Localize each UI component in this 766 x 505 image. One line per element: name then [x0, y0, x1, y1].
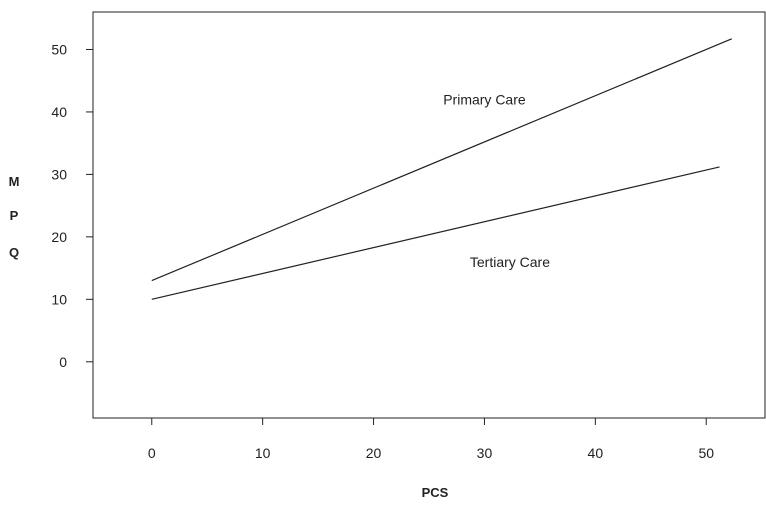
- y-axis-label-letter-m: M: [9, 174, 20, 189]
- series-lines: [151, 38, 732, 300]
- series-line-tertiary-care: [151, 166, 720, 300]
- y-axis-label-letter-p: P: [10, 208, 19, 223]
- annotations: Primary Care Tertiary Care: [443, 91, 550, 269]
- annotation-tertiary-care: Tertiary Care: [470, 254, 550, 270]
- series-line-primary-care: [151, 38, 732, 282]
- x-tick-label: 0: [148, 445, 156, 461]
- y-tick-label: 30: [51, 166, 67, 182]
- x-axis-label: PCS: [422, 485, 449, 500]
- y-tick-label: 50: [51, 41, 67, 57]
- y-tick-label: 10: [51, 291, 67, 307]
- x-axis-ticks: 0 10 20 30 40 50: [148, 418, 714, 461]
- y-axis-ticks: 0 10 20 30 40 50: [51, 41, 93, 370]
- y-tick-label: 20: [51, 229, 67, 245]
- annotation-primary-care: Primary Care: [443, 91, 526, 107]
- y-axis-label-letter-q: Q: [9, 245, 19, 260]
- plot-frame: [92, 11, 766, 419]
- x-tick-label: 40: [588, 445, 604, 461]
- x-tick-label: 10: [255, 445, 271, 461]
- x-tick-label: 20: [366, 445, 382, 461]
- y-tick-label: 40: [51, 104, 67, 120]
- x-tick-label: 30: [477, 445, 493, 461]
- y-tick-label: 0: [59, 354, 67, 370]
- x-tick-label: 50: [698, 445, 714, 461]
